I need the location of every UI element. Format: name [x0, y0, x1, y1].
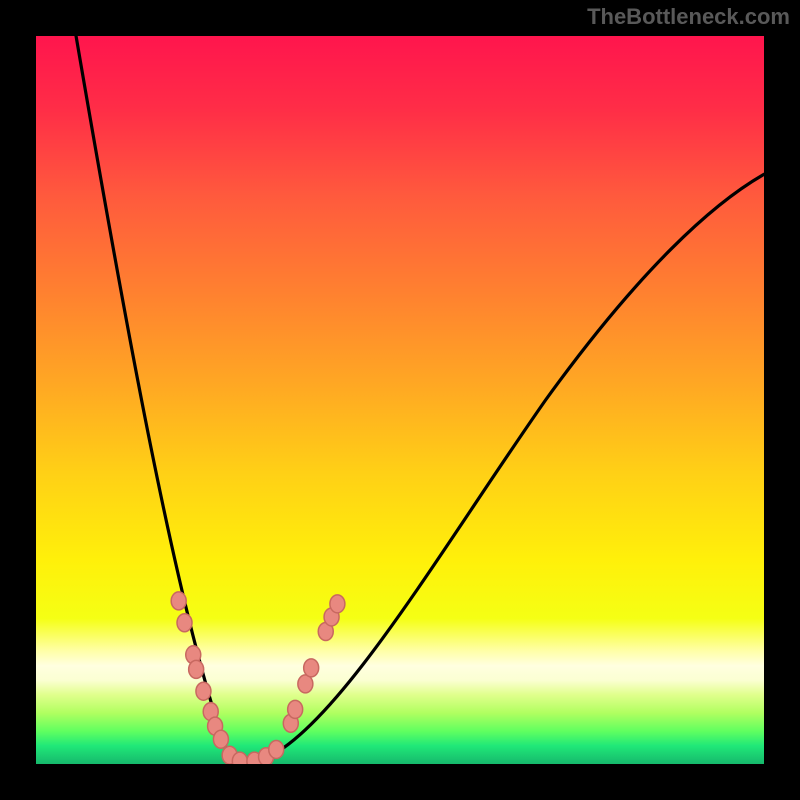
- gradient-background: [36, 36, 764, 764]
- curve-marker: [288, 700, 303, 718]
- plot-svg: [36, 36, 764, 764]
- curve-marker: [213, 730, 228, 748]
- curve-marker: [304, 659, 319, 677]
- curve-marker: [196, 682, 211, 700]
- curve-marker: [189, 660, 204, 678]
- curve-marker: [269, 740, 284, 758]
- curve-marker: [171, 592, 186, 610]
- curve-marker: [177, 614, 192, 632]
- curve-marker: [232, 752, 247, 764]
- curve-marker: [330, 595, 345, 613]
- chart-frame: TheBottleneck.com: [0, 0, 800, 800]
- watermark-text: TheBottleneck.com: [587, 4, 790, 30]
- plot-area: [36, 36, 764, 764]
